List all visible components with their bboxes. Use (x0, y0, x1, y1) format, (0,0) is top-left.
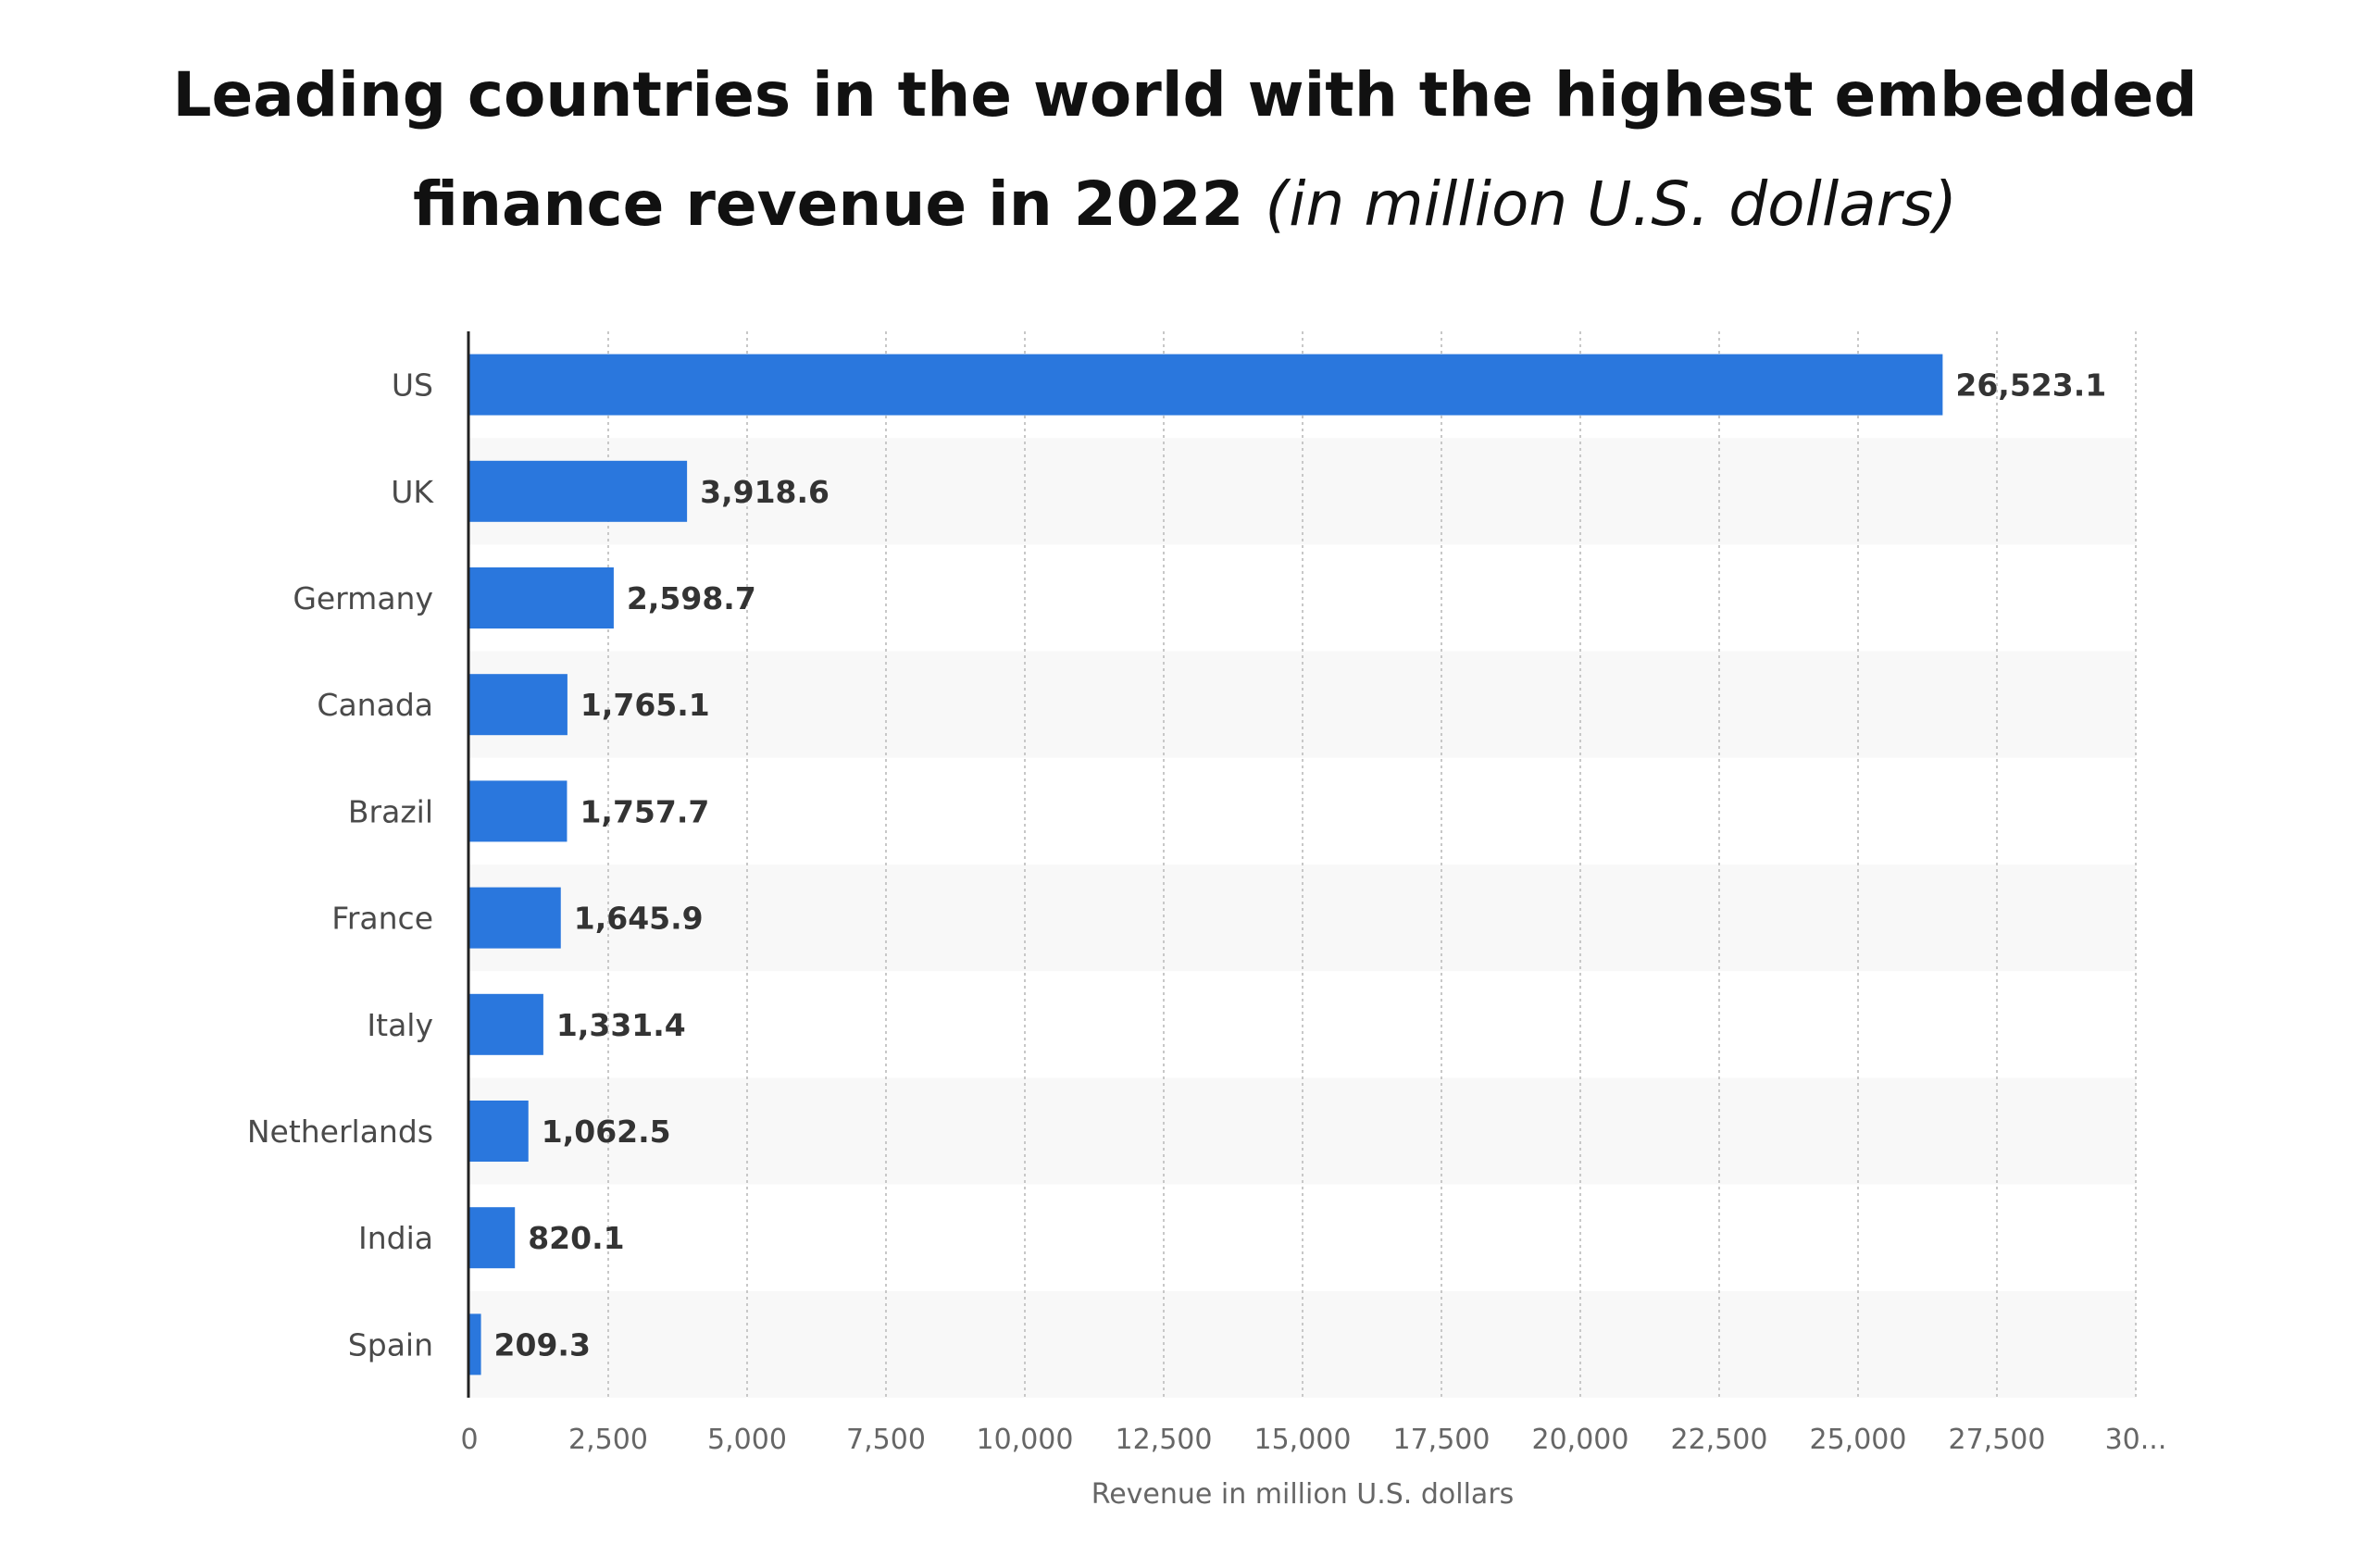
x-tick-label: 7,500 (846, 1424, 926, 1456)
value-label: 1,757.7 (580, 793, 709, 829)
x-tick-labels: 0 2,500 5,000 7,500 10,000 12,500 15,000 17,500… (460, 1424, 2166, 1456)
bar (469, 1101, 529, 1162)
category-label: Germany (293, 580, 433, 616)
chart-title-line-2: finance revenue in 2022 (in million U.S.… (0, 174, 2370, 235)
value-label: 1,331.4 (556, 1007, 686, 1043)
category-label: Italy (367, 1007, 433, 1043)
category-label: India (358, 1220, 433, 1256)
value-label: 1,645.9 (574, 901, 704, 937)
x-tick-label: 22,500 (1671, 1424, 1768, 1456)
bar (469, 567, 614, 628)
x-tick-label: 5,000 (707, 1424, 787, 1456)
bars (469, 354, 1943, 1375)
x-tick-label: 10,000 (977, 1424, 1074, 1456)
chart-title-main: finance revenue in 2022 (413, 168, 1244, 240)
x-tick-label: 20,000 (1532, 1424, 1629, 1456)
category-labels: US UK Germany Canada Brazil France Italy Nether… (247, 367, 435, 1363)
x-tick-label: 30... (2105, 1424, 2167, 1456)
value-label: 2,598.7 (627, 580, 756, 616)
x-tick-label: 0 (460, 1424, 478, 1456)
value-label: 209.3 (494, 1326, 591, 1363)
bar (469, 354, 1943, 416)
category-label: Spain (348, 1326, 433, 1363)
bar (469, 674, 568, 736)
x-axis-title: Revenue in million U.S. dollars (1091, 1478, 1515, 1511)
category-label: Brazil (348, 793, 433, 829)
value-label: 820.1 (528, 1220, 624, 1256)
category-label: Netherlands (247, 1114, 433, 1150)
x-tick-label: 17,500 (1393, 1424, 1491, 1456)
value-label: 1,062.5 (542, 1114, 671, 1150)
gridlines (607, 331, 2137, 1398)
category-label: US (392, 367, 433, 404)
x-tick-label: 2,500 (568, 1424, 648, 1456)
bar (469, 1313, 481, 1375)
category-label: France (331, 901, 433, 937)
value-labels: 26,523.1 3,918.6 2,598.7 1,765.1 1,757.7 1,64… (494, 367, 2107, 1363)
chart-title-line-1: Leading countries in the world with the … (172, 59, 2198, 131)
x-tick-label: 27,500 (1949, 1424, 2046, 1456)
chart-title-unit: (in million U.S. dollars) (1265, 168, 1957, 240)
value-label: 1,765.1 (580, 687, 710, 723)
bar (469, 460, 688, 522)
bar (469, 780, 568, 842)
x-tick-label: 15,000 (1254, 1424, 1352, 1456)
bar (469, 993, 543, 1055)
x-tick-label: 25,000 (1810, 1424, 1907, 1456)
category-label: UK (391, 474, 434, 510)
value-label: 26,523.1 (1955, 367, 2106, 404)
bar (469, 1207, 516, 1269)
x-tick-label: 12,500 (1116, 1424, 1213, 1456)
category-label: Canada (317, 687, 433, 723)
value-label: 3,918.6 (700, 474, 830, 510)
bar (469, 887, 561, 949)
